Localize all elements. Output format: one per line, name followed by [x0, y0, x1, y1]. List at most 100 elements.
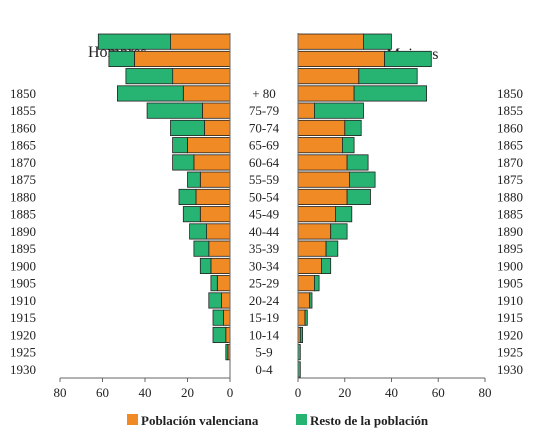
year-label-right-6: 1900	[497, 258, 523, 273]
bar-hombres-resto-16	[117, 85, 184, 102]
year-label-right-7: 1895	[497, 241, 523, 256]
year-label-left-1: 1925	[10, 345, 36, 360]
age-group-label-16: + 80	[252, 86, 276, 101]
bar-hombres-valenciana-5	[216, 275, 231, 292]
bar-mujeres-resto-4	[309, 292, 313, 309]
bar-mujeres-valenciana-16	[297, 85, 355, 102]
year-label-right-9: 1885	[497, 207, 523, 222]
year-label-left-5: 1905	[10, 276, 36, 291]
bar-mujeres-resto-18	[384, 50, 432, 67]
bar-hombres-valenciana-17	[172, 68, 231, 85]
age-group-label-13: 65-69	[249, 138, 279, 153]
bar-mujeres-resto-17	[358, 68, 418, 85]
bar-mujeres-valenciana-3	[297, 309, 306, 326]
age-group-label-1: 5-9	[255, 345, 272, 360]
bar-hombres-valenciana-7	[208, 240, 231, 257]
bar-mujeres-resto-5	[313, 275, 320, 292]
year-label-left-0: 1930	[10, 362, 36, 377]
bar-mujeres-resto-11	[348, 171, 376, 188]
year-label-right-15: 1855	[497, 103, 523, 118]
age-group-label-4: 20-24	[249, 293, 280, 308]
year-label-left-14: 1860	[10, 120, 36, 135]
bar-hombres-resto-15	[146, 102, 203, 119]
bar-mujeres-resto-16	[353, 85, 428, 102]
legend-swatch-poblacion-valenciana	[127, 414, 138, 425]
year-label-right-13: 1865	[497, 138, 523, 153]
x-tick-label-0-0: 80	[54, 385, 67, 400]
bar-mujeres-resto-8	[330, 223, 348, 240]
year-label-left-12: 1870	[10, 155, 36, 170]
bar-hombres-resto-18	[108, 50, 135, 67]
x-tick-label-1-4: 80	[479, 385, 492, 400]
year-label-left-9: 1885	[10, 207, 36, 222]
bar-hombres-resto-2	[212, 326, 227, 343]
year-label-left-4: 1910	[10, 293, 36, 308]
x-tick-label-0-3: 20	[181, 385, 194, 400]
bar-hombres-resto-3	[212, 309, 225, 326]
x-tick-label-0-1: 60	[96, 385, 109, 400]
bar-hombres-valenciana-11	[199, 171, 231, 188]
bar-hombres-valenciana-9	[199, 206, 231, 223]
bar-hombres-resto-19	[97, 33, 172, 50]
age-group-label-2: 10-14	[249, 327, 280, 342]
bar-hombres-resto-5	[210, 275, 218, 292]
bar-mujeres-resto-15	[313, 102, 364, 119]
bar-hombres-valenciana-3	[223, 309, 231, 326]
year-label-left-10: 1880	[10, 189, 36, 204]
year-label-right-8: 1890	[497, 224, 523, 239]
age-group-label-10: 50-54	[249, 189, 280, 204]
x-tick-label-1-3: 60	[432, 385, 445, 400]
bar-hombres-valenciana-14	[204, 119, 231, 137]
age-group-label-3: 15-19	[249, 310, 279, 325]
bar-hombres-resto-17	[125, 68, 174, 85]
year-label-left-7: 1895	[10, 241, 36, 256]
year-label-left-13: 1865	[10, 138, 36, 153]
bar-hombres-resto-7	[193, 240, 210, 257]
year-label-right-2: 1920	[497, 327, 523, 342]
bar-mujeres-valenciana-17	[297, 68, 360, 85]
bar-mujeres-valenciana-14	[297, 119, 346, 137]
age-group-label-15: 75-79	[249, 103, 279, 118]
bar-mujeres-resto-13	[341, 137, 355, 154]
bar-hombres-resto-8	[189, 223, 208, 240]
bar-mujeres-valenciana-10	[297, 188, 348, 206]
age-group-label-5: 25-29	[249, 276, 279, 291]
bar-hombres-valenciana-2	[225, 326, 231, 343]
age-group-label-0: 0-4	[255, 362, 273, 377]
bar-hombres-valenciana-6	[210, 257, 231, 274]
bar-mujeres-valenciana-15	[297, 102, 315, 119]
bar-mujeres-valenciana-8	[297, 223, 332, 240]
bar-mujeres-valenciana-12	[297, 154, 348, 171]
bar-hombres-resto-1	[225, 344, 229, 361]
bar-hombres-valenciana-10	[195, 188, 231, 206]
bar-hombres-resto-6	[199, 257, 212, 274]
bar-mujeres-valenciana-6	[297, 257, 322, 274]
year-label-left-2: 1920	[10, 327, 36, 342]
year-label-right-5: 1905	[497, 276, 523, 291]
x-tick-label-0-4: 0	[227, 385, 234, 400]
year-label-left-8: 1890	[10, 224, 36, 239]
bar-mujeres-valenciana-4	[297, 292, 311, 309]
age-group-label-12: 60-64	[249, 155, 280, 170]
bar-mujeres-valenciana-19	[297, 33, 364, 50]
bar-mujeres-resto-7	[325, 240, 339, 257]
bar-mujeres-resto-3	[304, 309, 308, 326]
year-label-right-1: 1925	[497, 345, 523, 360]
bar-hombres-resto-4	[208, 292, 223, 309]
bar-hombres-resto-12	[172, 154, 195, 171]
bar-hombres-valenciana-8	[206, 223, 231, 240]
age-group-label-8: 40-44	[249, 224, 280, 239]
bar-mujeres-valenciana-7	[297, 240, 327, 257]
age-group-label-7: 35-39	[249, 241, 279, 256]
legend-label-poblacion-valenciana: Población valenciana	[141, 413, 259, 428]
bar-hombres-resto-13	[172, 137, 188, 154]
x-tick-label-1-0: 0	[295, 385, 302, 400]
bar-hombres-resto-9	[182, 206, 201, 223]
bar-mujeres-resto-2	[299, 326, 303, 343]
bar-hombres-resto-14	[170, 119, 205, 137]
x-tick-label-1-2: 40	[385, 385, 398, 400]
year-label-right-16: 1850	[497, 86, 523, 101]
bar-mujeres-valenciana-5	[297, 275, 315, 292]
bar-hombres-valenciana-18	[133, 50, 231, 67]
year-label-right-14: 1860	[497, 120, 523, 135]
